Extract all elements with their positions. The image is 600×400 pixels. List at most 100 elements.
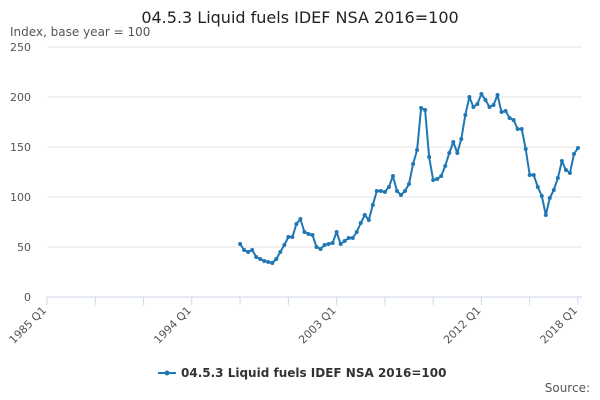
legend[interactable]: 04.5.3 Liquid fuels IDEF NSA 2016=100 — [158, 366, 446, 380]
data-point[interactable] — [362, 213, 367, 217]
data-point[interactable] — [479, 92, 484, 96]
data-point[interactable] — [250, 248, 255, 252]
data-point[interactable] — [463, 113, 468, 117]
data-point[interactable] — [503, 109, 508, 113]
data-point[interactable] — [575, 146, 580, 150]
data-point[interactable] — [382, 190, 387, 194]
data-point[interactable] — [242, 248, 247, 252]
data-point[interactable] — [467, 95, 472, 99]
data-point[interactable] — [318, 247, 323, 251]
y-axis-ticks: 0 50 100 150 200 250 — [10, 41, 31, 304]
data-point[interactable] — [330, 241, 335, 245]
data-point[interactable] — [491, 103, 496, 107]
data-point[interactable] — [499, 110, 504, 114]
data-point[interactable] — [567, 171, 572, 175]
data-point[interactable] — [427, 155, 432, 159]
x-tick-label: 1994 Q1 — [151, 304, 194, 347]
data-point[interactable] — [374, 189, 379, 193]
data-point[interactable] — [451, 140, 456, 144]
data-point[interactable] — [495, 93, 500, 97]
data-point[interactable] — [415, 148, 420, 152]
data-point[interactable] — [246, 250, 251, 254]
data-point[interactable] — [314, 245, 319, 249]
data-point[interactable] — [527, 173, 532, 177]
data-point[interactable] — [419, 106, 424, 110]
data-point[interactable] — [455, 151, 460, 155]
data-point[interactable] — [407, 182, 412, 186]
data-point[interactable] — [346, 236, 351, 240]
data-point[interactable] — [394, 189, 399, 193]
data-point[interactable] — [338, 242, 343, 246]
data-point[interactable] — [334, 230, 339, 234]
data-point[interactable] — [366, 218, 371, 222]
data-point[interactable] — [274, 257, 279, 261]
data-point[interactable] — [507, 116, 512, 120]
data-point[interactable] — [555, 176, 560, 180]
data-point[interactable] — [262, 259, 267, 263]
data-point[interactable] — [423, 108, 428, 112]
data-point[interactable] — [350, 236, 355, 240]
data-point[interactable] — [443, 164, 448, 168]
data-point[interactable] — [306, 232, 311, 236]
data-point[interactable] — [390, 174, 395, 178]
data-point[interactable] — [471, 105, 476, 109]
data-point[interactable] — [475, 102, 480, 106]
data-point[interactable] — [326, 242, 331, 246]
data-point[interactable] — [342, 239, 347, 243]
data-point[interactable] — [431, 178, 436, 182]
data-point[interactable] — [559, 159, 564, 163]
data-point[interactable] — [483, 98, 488, 102]
x-tick-label: 2018 Q1 — [538, 304, 581, 347]
data-point[interactable] — [543, 213, 548, 217]
data-point[interactable] — [411, 162, 416, 166]
legend-swatch-marker — [164, 370, 170, 376]
data-point[interactable] — [302, 230, 307, 234]
data-point[interactable] — [487, 105, 492, 109]
data-point[interactable] — [370, 203, 375, 207]
data-point[interactable] — [298, 217, 303, 221]
data-point[interactable] — [511, 118, 516, 122]
data-point[interactable] — [519, 127, 524, 131]
data-point[interactable] — [523, 147, 528, 151]
data-point[interactable] — [547, 196, 552, 200]
data-point[interactable] — [539, 194, 544, 198]
data-point[interactable] — [378, 189, 383, 193]
data-point[interactable] — [535, 185, 540, 189]
y-tick-label: 100 — [10, 191, 31, 204]
data-point[interactable] — [435, 177, 440, 181]
data-point[interactable] — [459, 137, 464, 141]
data-point[interactable] — [515, 127, 520, 131]
data-point[interactable] — [571, 152, 576, 156]
data-point[interactable] — [403, 189, 408, 193]
x-tick-label: 1985 Q1 — [7, 304, 50, 347]
data-point[interactable] — [531, 173, 536, 177]
x-axis: 1985 Q1 1994 Q1 2003 Q1 2012 Q1 2018 Q1 — [7, 296, 582, 347]
data-point[interactable] — [278, 250, 283, 254]
data-point[interactable] — [258, 257, 263, 261]
data-point[interactable] — [254, 255, 259, 259]
data-point[interactable] — [386, 185, 391, 189]
data-point[interactable] — [266, 260, 271, 264]
data-point[interactable] — [322, 243, 327, 247]
data-point[interactable] — [310, 233, 315, 237]
data-point[interactable] — [286, 235, 291, 239]
data-point[interactable] — [551, 188, 556, 192]
data-point[interactable] — [563, 168, 568, 172]
y-tick-label: 150 — [10, 141, 31, 154]
data-point[interactable] — [398, 193, 403, 197]
data-point[interactable] — [354, 230, 359, 234]
data-point[interactable] — [447, 151, 452, 155]
series-group — [238, 92, 580, 265]
data-point[interactable] — [294, 222, 299, 226]
gridlines — [47, 46, 582, 248]
data-point[interactable] — [270, 261, 275, 265]
source-label: Source: — [544, 381, 590, 395]
data-point[interactable] — [282, 243, 287, 247]
data-point[interactable] — [238, 242, 243, 246]
data-point[interactable] — [358, 221, 363, 225]
chart-title: 04.5.3 Liquid fuels IDEF NSA 2016=100 — [141, 8, 459, 27]
x-tick-label: 2003 Q1 — [296, 304, 339, 347]
data-point[interactable] — [439, 174, 444, 178]
data-point[interactable] — [290, 235, 295, 239]
